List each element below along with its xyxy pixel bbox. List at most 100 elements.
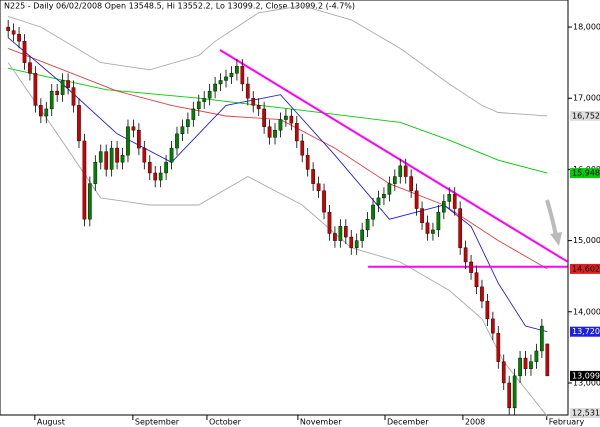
candle-body [311, 169, 315, 184]
candle-body [392, 176, 397, 184]
candle-body [491, 318, 495, 334]
candle-body [191, 108, 196, 120]
y-tick-label: 17,000 [573, 94, 600, 103]
candle-body [534, 350, 539, 362]
candle-body [507, 382, 512, 409]
indicator-line [8, 5, 548, 117]
candle-body [267, 126, 272, 138]
chart-title: N225 - Daily 06/02/2008 Open 13548.5, Hi… [4, 2, 355, 11]
candle-body [545, 343, 550, 377]
candle-body [322, 190, 326, 213]
candle-body [278, 119, 283, 131]
candle-body [147, 162, 152, 174]
candle-body [126, 126, 130, 156]
candle-body [333, 233, 337, 241]
candle-body [196, 101, 201, 110]
candle-body [71, 87, 76, 106]
end-value-label-box [570, 168, 600, 179]
candle-body [458, 208, 463, 248]
candle-body [88, 183, 92, 220]
candle-body [327, 211, 332, 234]
y-tick-label: 13,000 [573, 378, 600, 387]
y-tick-label: 14,000 [573, 307, 600, 316]
candle-body [420, 208, 424, 224]
candle-body [49, 90, 54, 110]
close-value-label: 13,099.2 [572, 371, 600, 380]
candle-body [158, 172, 163, 181]
candle-body [115, 147, 119, 163]
candle-body [294, 122, 299, 142]
candle-body [169, 147, 174, 163]
candle-body [316, 183, 321, 191]
candle-body [11, 30, 16, 35]
indicator-line [7, 37, 548, 333]
candle-body [235, 66, 239, 74]
x-tick-label: October [209, 418, 242, 427]
candle-body [474, 272, 479, 288]
x-tick-label: August [37, 418, 65, 427]
candle-body [224, 76, 228, 81]
indicator-line [8, 47, 548, 270]
candle-body [17, 33, 21, 42]
candle-body [360, 229, 364, 241]
indicator-line [8, 67, 548, 174]
candle-body [338, 226, 343, 241]
candle-body [22, 41, 27, 63]
candle-body [480, 286, 484, 302]
candle-body [540, 325, 544, 352]
candle-body [442, 201, 446, 213]
candle-body [251, 98, 256, 106]
candle-body [387, 183, 392, 195]
candle-body [245, 83, 250, 99]
plot-frame [0, 0, 569, 416]
candle-body [137, 130, 141, 149]
x-tick-label: December [387, 418, 429, 427]
candle-body [431, 229, 435, 234]
candle-body [496, 332, 501, 362]
candle-body [529, 361, 533, 369]
candle-body [512, 375, 517, 409]
candle-body [523, 357, 528, 369]
candle-body [186, 119, 190, 127]
candle-body [371, 204, 375, 220]
candle-body [376, 197, 381, 206]
candle-body [398, 165, 403, 177]
candle-body [365, 219, 370, 231]
end-value-label-box [570, 408, 600, 418]
candle-body [33, 73, 38, 106]
candle-body [273, 130, 277, 138]
end-value-label: 16,752.5 [572, 111, 600, 120]
y-tick-label: 18,000 [573, 23, 600, 32]
candle-body [77, 105, 81, 142]
close-value-label-box [570, 370, 600, 381]
candle-body [414, 190, 419, 209]
x-tick-label: 2008 [465, 418, 485, 427]
candle-body [382, 194, 386, 199]
candle-body [485, 300, 490, 320]
candle-body [55, 90, 60, 95]
candle-body [469, 261, 473, 273]
candle-body [436, 211, 441, 231]
candle-body [452, 194, 457, 209]
candle-body [349, 236, 354, 248]
candle-body [142, 147, 147, 163]
candle-body [343, 226, 348, 238]
candle-body [207, 90, 212, 99]
candle-body [463, 247, 468, 263]
x-tick-label: September [135, 418, 180, 427]
candle-body [213, 83, 217, 92]
trend-line [219, 49, 569, 263]
candle-body [305, 154, 310, 170]
candle-body [289, 115, 294, 124]
candle-body [131, 126, 136, 131]
end-value-label-box [570, 263, 600, 274]
candle-body [153, 172, 158, 181]
candle-body [180, 126, 185, 135]
x-tick-label: February [549, 418, 585, 427]
candle-body [44, 108, 49, 117]
candle-body [354, 240, 359, 248]
indicator-line [7, 62, 548, 417]
candle-body [175, 133, 179, 149]
candle-body [82, 140, 87, 220]
